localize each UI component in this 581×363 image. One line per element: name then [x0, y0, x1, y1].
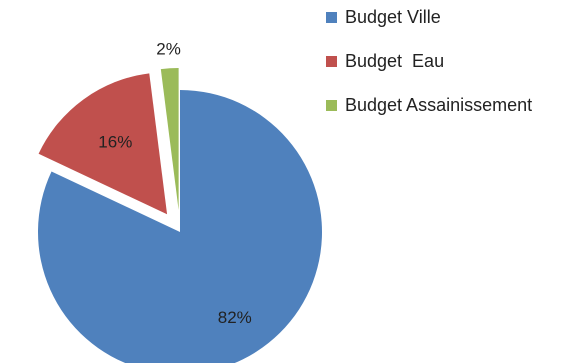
legend-swatch [326, 99, 337, 111]
data-label: 16% [98, 132, 132, 151]
legend-swatch [326, 55, 337, 67]
data-label: 2% [156, 39, 181, 58]
legend-item-budget-assainissement: Budget Assainissement [326, 94, 532, 116]
data-label: 82% [218, 308, 252, 327]
legend-label: Budget Eau [345, 50, 445, 71]
legend-item-budget-ville: Budget Ville [326, 6, 532, 28]
legend-swatch [326, 11, 337, 23]
chart-legend: Budget Ville Budget Eau Budget Assainiss… [326, 6, 532, 138]
pie-slice-budget-eau [38, 73, 168, 215]
pie-slice-budget-assainissement [160, 68, 179, 211]
legend-item-budget-eau: Budget Eau [326, 50, 532, 72]
legend-label: Budget Ville [345, 6, 441, 27]
legend-label: Budget Assainissement [345, 94, 533, 115]
pie-slice-budget-ville [38, 90, 322, 363]
